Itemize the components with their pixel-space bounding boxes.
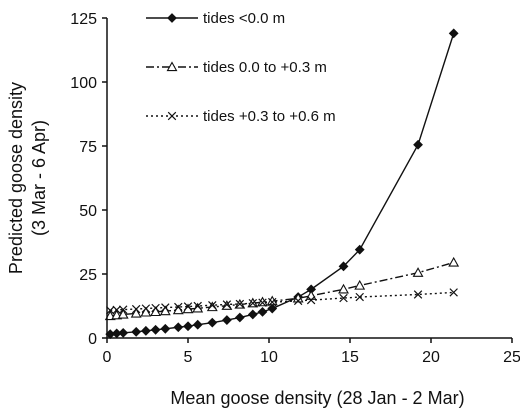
series-3-point <box>151 303 160 313</box>
legend-label-1: tides <0.0 m <box>203 10 285 27</box>
series-2-point <box>117 308 129 319</box>
x-tick-label: 0 <box>103 349 112 366</box>
series-3-point <box>258 298 267 307</box>
series-1-point <box>192 319 203 330</box>
series-3-point <box>174 302 183 312</box>
tick-labels: 0 5 10 15 20 25 0 25 50 75 100 125 <box>70 11 520 366</box>
series-1-point <box>140 325 151 336</box>
markers <box>104 28 460 340</box>
series-2-point <box>305 290 317 300</box>
series-2-point <box>159 305 171 316</box>
x-axis-label: Mean goose density (28 Jan - 2 Mar) <box>170 388 464 408</box>
y-axis-label: Predicted goose density (3 Mar - 6 Apr) <box>6 82 49 274</box>
legend-label-3: tides +0.3 to +0.6 m <box>203 108 336 125</box>
series-3-point <box>183 302 193 311</box>
series-3-point <box>222 300 232 309</box>
x-tick-label: 5 <box>184 349 193 366</box>
x-tick-label: 10 <box>260 349 278 366</box>
series-2-point <box>448 256 460 267</box>
series-3-point <box>339 293 348 303</box>
series-line-1 <box>110 33 455 335</box>
series-1-point <box>234 312 245 323</box>
series-1-point <box>183 321 193 332</box>
series-3-point <box>268 297 277 307</box>
y-tick-label: 100 <box>70 75 97 92</box>
series-3-point <box>193 301 202 311</box>
series-1-point <box>247 309 258 320</box>
y-tick-label: 75 <box>79 139 97 156</box>
legend-label-2: tides 0.0 to +0.3 m <box>203 59 327 76</box>
series-3-point <box>141 304 151 313</box>
series-line-3 <box>110 291 454 312</box>
series-1-point <box>413 139 423 150</box>
axes <box>106 18 512 339</box>
y-tick-label: 25 <box>79 267 97 284</box>
series-1-point <box>150 324 161 335</box>
series-1-point <box>257 306 268 317</box>
ticks <box>102 17 513 343</box>
series-2-point <box>354 279 366 290</box>
series-1-point <box>118 327 129 338</box>
series-3-point <box>355 292 364 302</box>
series-2-point <box>140 306 152 317</box>
series-2-point <box>338 283 349 294</box>
series-1-point <box>448 28 459 39</box>
series-3-point <box>208 301 217 310</box>
series-3-point <box>306 295 316 305</box>
plot-lines <box>110 33 455 335</box>
series-1-point <box>354 244 365 255</box>
series-1-point <box>160 323 171 334</box>
series-1-point <box>173 322 184 333</box>
series-1-point <box>221 315 232 325</box>
series-3-point <box>248 298 258 308</box>
series-1-point <box>131 326 142 337</box>
series-3-point <box>413 290 423 299</box>
y-tick-label: 125 <box>70 11 97 28</box>
x-tick-label: 15 <box>341 349 359 366</box>
y-tick-label: 50 <box>79 203 97 220</box>
legend: tides <0.0 m tides 0.0 to +0.3 m tides +0.… <box>146 10 336 125</box>
series-2-point <box>130 307 142 318</box>
series-2-point <box>412 267 424 277</box>
y-axis-label-line-2: (3 Mar - 6 Apr) <box>29 120 49 236</box>
legend-marker-1 <box>167 13 177 23</box>
series-2-point <box>257 296 268 307</box>
series-2-point <box>150 306 162 317</box>
series-3-point <box>161 303 170 312</box>
x-tick-label: 20 <box>422 349 440 366</box>
series-3-point <box>118 305 128 314</box>
series-1-point <box>338 261 349 272</box>
legend-marker-3 <box>167 111 177 121</box>
series-3-point <box>235 299 245 309</box>
series-3-point <box>293 296 303 306</box>
legend-marker-2 <box>166 61 178 72</box>
series-3-point <box>112 305 121 315</box>
series-2-point <box>206 301 218 312</box>
series-1-point <box>207 317 218 328</box>
x-tick-label: 25 <box>503 349 520 366</box>
series-3-point <box>131 304 141 314</box>
y-tick-label: 0 <box>88 331 97 348</box>
series-3-point <box>449 288 458 297</box>
y-axis-label-line-1: Predicted goose density <box>6 82 26 274</box>
series-1-point <box>267 303 278 314</box>
